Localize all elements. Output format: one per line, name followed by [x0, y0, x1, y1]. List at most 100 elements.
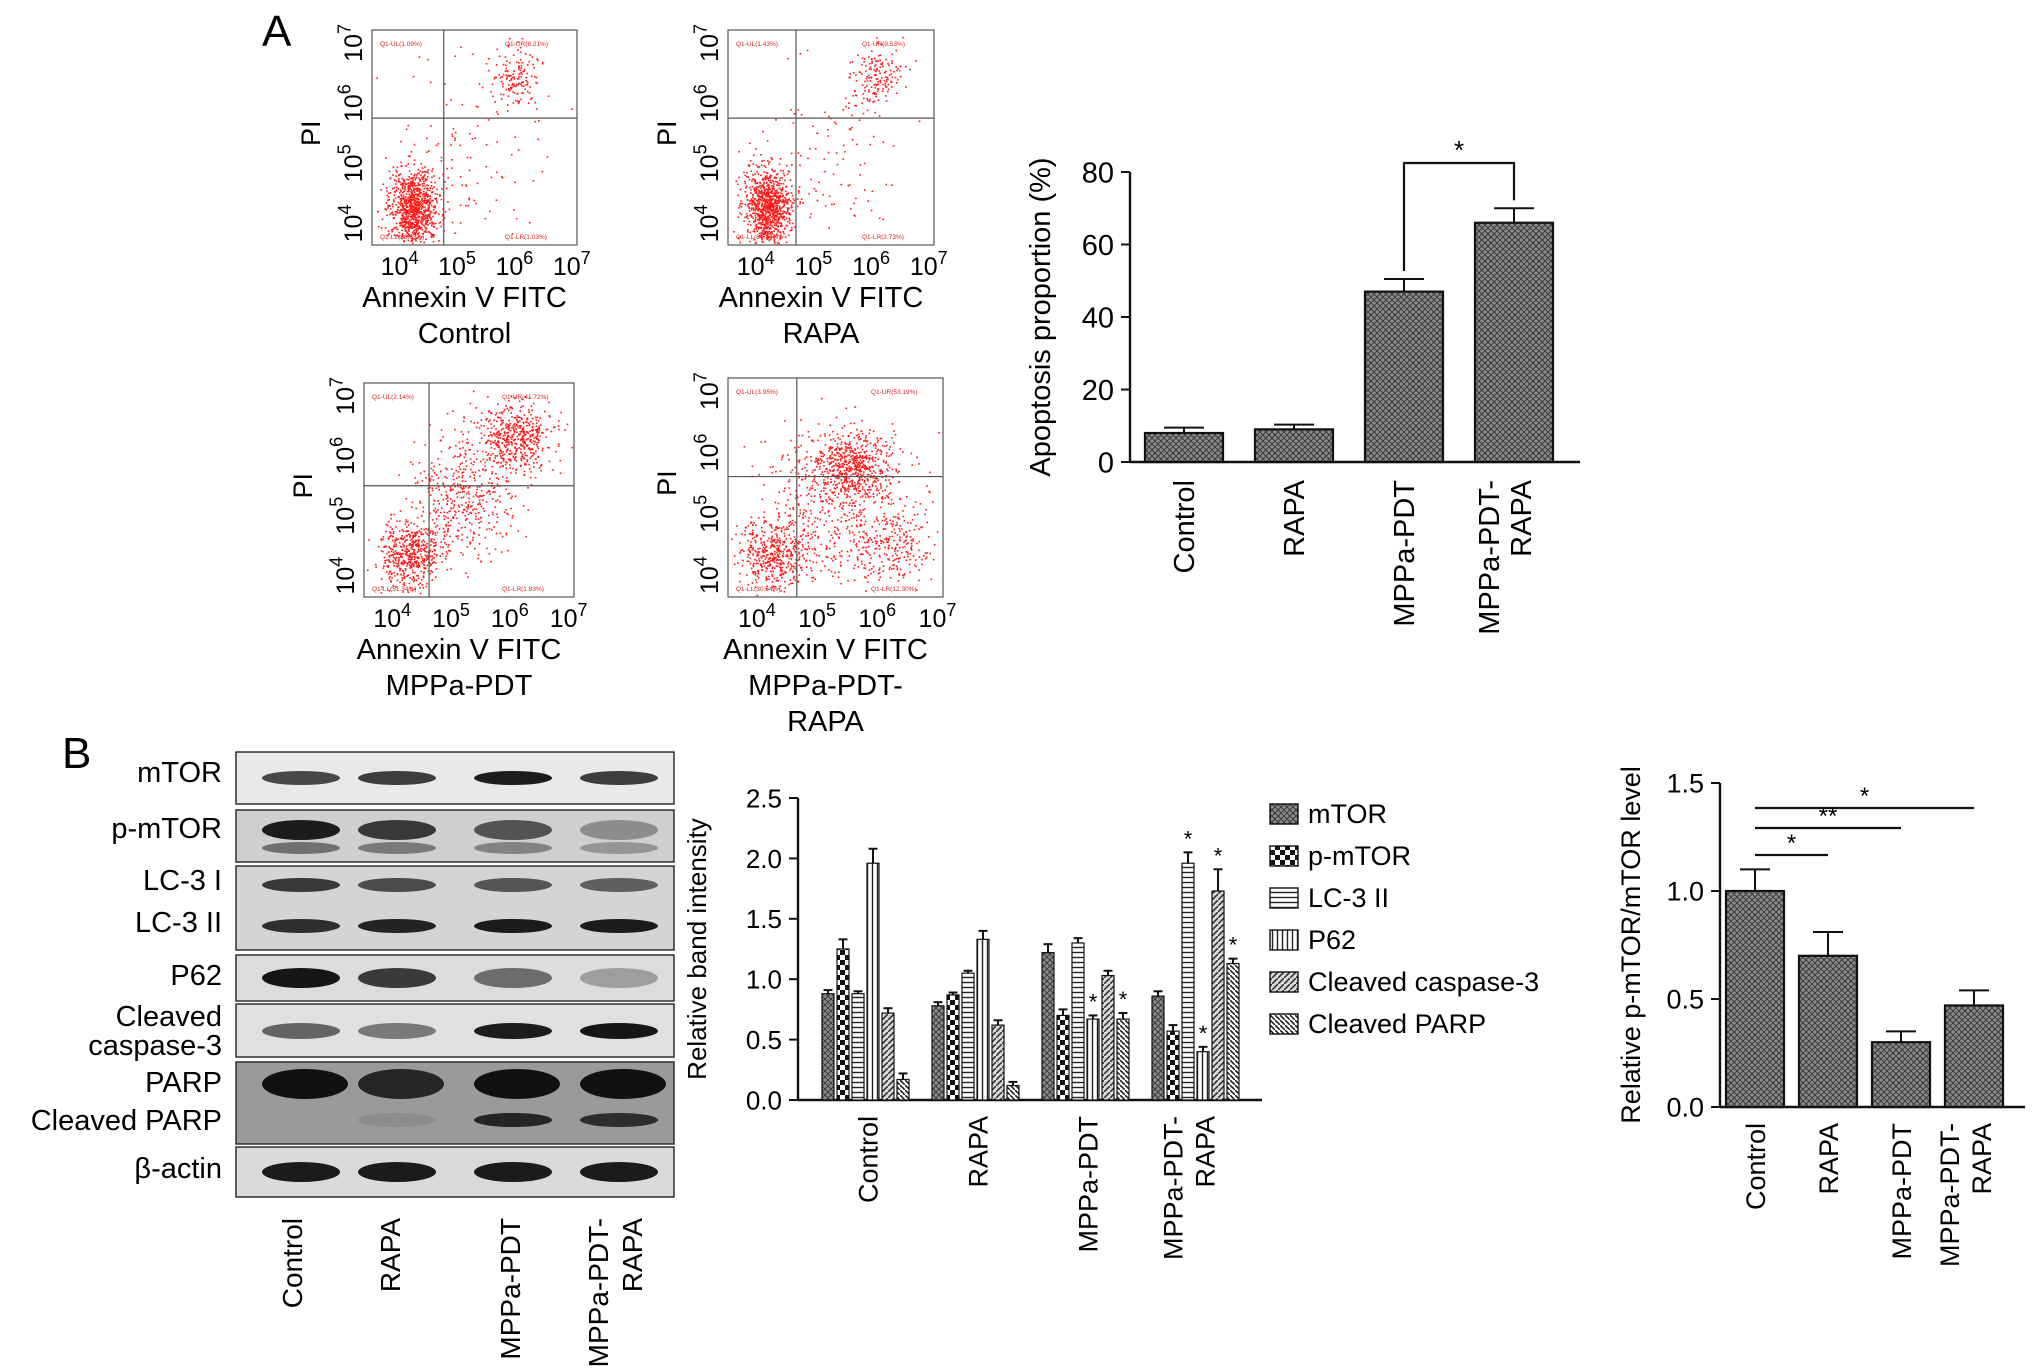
flow-plot-3: Q1-UL(2.14%) Q1-UR(41.72%) Q1-LL(51.34%) Q1…	[288, 377, 588, 702]
significance-label: **	[1819, 803, 1838, 830]
blot-row-label: caspase-3	[88, 1030, 222, 1062]
blot-row-label: β-actin	[134, 1153, 222, 1185]
western-blot: mTOR p-mTOR LC-3 I LC-3 II P62 Cleavedcaspase…	[31, 751, 675, 1367]
significance-label: *	[1184, 826, 1193, 851]
y-tick-label: 80	[1082, 157, 1114, 189]
bar-mtor	[1151, 995, 1165, 1101]
flow-y-tick: 104	[691, 556, 724, 594]
blot-row-label: mTOR	[137, 757, 222, 789]
flow-y-tick: 105	[327, 497, 360, 535]
flow-y-tick: 107	[691, 372, 724, 410]
blot-band	[474, 1162, 552, 1182]
x-tick-label: MPPa-PDT-	[1474, 480, 1506, 635]
band-intensity-bar-chart: 0.0 0.5 1.0 1.5 2.0 2.5 Relative band intensit…	[682, 783, 1539, 1260]
flow-x-axis-label: Annexin V FITC	[723, 634, 928, 666]
y-tick-label: 1.5	[1666, 769, 1704, 799]
x-tick-label: MPPa-PDT-	[1935, 1123, 1965, 1267]
x-tick-label: MPPa-PDT-	[1159, 1116, 1189, 1260]
blot-row-label: P62	[170, 960, 222, 992]
blot-lane-label: Control	[277, 1218, 308, 1308]
flow-x-axis-label: Annexin V FITC	[362, 282, 567, 314]
y-tick-label: 40	[1082, 302, 1114, 334]
blot-band	[358, 1113, 436, 1127]
y-tick-label: 2.5	[746, 783, 782, 813]
x-tick-label: RAPA	[1279, 479, 1311, 556]
panel-label-b: B	[62, 729, 91, 778]
blot-band	[474, 919, 552, 933]
bar-mppa-pdt	[1363, 290, 1445, 464]
bar-lc-3-ii	[1181, 862, 1195, 1101]
legend-swatch	[1269, 1013, 1299, 1035]
flow-quadrant-lr: Q1-LR(1.93%)	[502, 586, 544, 593]
legend-swatch	[1269, 929, 1299, 951]
bar-cleaved-caspase-3	[991, 1024, 1005, 1101]
flow-plot-1: Q1-UL(1.09%) Q1-UR(8.21%) Q1-LL(88.63%) Q1-…	[296, 24, 591, 350]
significance-label: *	[1787, 830, 1796, 857]
y-tick-label: 1.0	[1666, 877, 1704, 907]
flow-y-tick: 104	[335, 205, 368, 243]
flow-group-label: RAPA	[783, 318, 860, 350]
bar-cleaved-parp	[1006, 1084, 1020, 1101]
bar-p-mtor	[1166, 1030, 1180, 1101]
y-tick-label: 0.5	[746, 1025, 782, 1055]
flow-plot-events	[733, 36, 921, 245]
blot-band	[580, 968, 658, 988]
panel-label-a: A	[262, 7, 292, 56]
blot-band	[358, 1023, 436, 1039]
blot-band	[262, 820, 340, 840]
blot-band	[474, 820, 552, 840]
blot-row-label: p-mTOR	[111, 813, 222, 845]
blot-band	[474, 842, 552, 854]
legend-swatch	[1269, 803, 1299, 825]
blot-band	[580, 1113, 658, 1127]
flow-quadrant-ur: Q1-UR(8.53%)	[862, 41, 905, 48]
flow-y-tick: 107	[335, 24, 368, 62]
flow-group-label: MPPa-PDT-	[748, 670, 903, 702]
blot-band	[580, 1023, 658, 1039]
flow-plot-events	[376, 37, 573, 245]
apoptosis-bar-chart: 0 20 40 60 80 Apoptosis proportion (%) Control…	[1025, 135, 1580, 635]
blot-band	[474, 1113, 552, 1127]
legend-entry: p-mTOR	[1308, 841, 1411, 871]
blot-lane-label: MPPa-PDT-	[583, 1218, 614, 1367]
flow-x-tick: 104	[738, 600, 776, 633]
flow-x-tick: 107	[553, 248, 591, 281]
flow-y-tick: 106	[335, 84, 368, 122]
blot-band	[262, 842, 340, 854]
y-tick-label: 2.0	[746, 844, 782, 874]
flow-quadrant-ul: Q1-UL(1.43%)	[736, 41, 778, 48]
blot-row-label: PARP	[145, 1067, 222, 1099]
x-tick-label: Control	[1741, 1123, 1771, 1210]
flow-x-tick: 104	[373, 600, 411, 633]
bar-mtor	[931, 1005, 945, 1101]
flow-plot-2: Q1-UL(1.43%) Q1-UR(8.53%) Q1-LL(87.24%) Q1-…	[652, 24, 948, 350]
x-tick-label: MPPa-PDT	[1887, 1123, 1917, 1260]
flow-x-tick: 105	[432, 600, 470, 633]
bar-p62	[1196, 1051, 1210, 1101]
blot-row-label: LC-3 II	[135, 907, 222, 939]
blot-band	[262, 771, 340, 785]
y-axis-label: Relative band intensity	[682, 818, 712, 1080]
legend: mTOR p-mTOR LC-3 II P62 Cleaved caspase-3 Cle…	[1269, 799, 1539, 1039]
blot-band	[580, 842, 658, 854]
bar-cleaved-parp	[1226, 962, 1240, 1101]
pmtor-ratio-bar-chart: 0.0 0.5 1.0 1.5 Relative p-mTOR/mTOR level Co…	[1616, 766, 2025, 1267]
y-axis-label: Relative p-mTOR/mTOR level	[1616, 766, 1646, 1124]
y-tick-label: 1.0	[746, 965, 782, 995]
flow-y-tick: 106	[691, 434, 724, 472]
flow-y-tick: 105	[691, 144, 724, 182]
blot-row-label: Cleaved PARP	[31, 1105, 222, 1137]
legend-entry: Cleaved caspase-3	[1308, 967, 1539, 997]
flow-x-tick: 104	[737, 248, 775, 281]
blot-band	[358, 771, 436, 785]
blot-band	[580, 820, 658, 840]
blot-band	[474, 771, 552, 785]
bar-p-mtor	[836, 948, 850, 1101]
blot-lane-label-2: RAPA	[617, 1218, 648, 1292]
flow-y-tick: 104	[691, 205, 724, 243]
flow-y-axis-label: PI	[652, 120, 682, 146]
blot-band	[474, 1069, 560, 1099]
y-tick-label: 60	[1082, 230, 1114, 262]
bar-cleaved-caspase-3	[1101, 974, 1115, 1101]
